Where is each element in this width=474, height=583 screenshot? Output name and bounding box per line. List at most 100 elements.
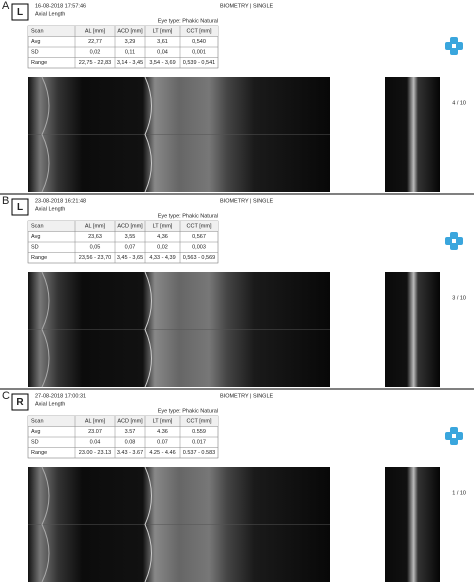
table-cell: 23.00 - 23.13 bbox=[79, 450, 111, 456]
table-cell: 23,56 - 23,70 bbox=[79, 255, 111, 261]
datetime: 27-08-2018 17:00:31 bbox=[35, 393, 86, 399]
logo bbox=[445, 232, 463, 250]
table-cell: 0,539 - 0,541 bbox=[183, 60, 215, 66]
table-cell: 0,02 bbox=[157, 245, 168, 251]
logo-part bbox=[445, 42, 453, 50]
table-cell: 22,75 - 22,83 bbox=[79, 60, 111, 66]
table-cell: 0,07 bbox=[125, 245, 136, 251]
logo-part bbox=[455, 432, 463, 440]
logo-part bbox=[455, 237, 463, 245]
column-header: ACD [mm] bbox=[117, 224, 143, 230]
table-cell: 3.43 - 3.67 bbox=[117, 450, 143, 456]
page-indicator: 4 / 10 bbox=[452, 100, 466, 106]
table-cell: 22,77 bbox=[88, 39, 102, 45]
table-cell: 4,36 bbox=[157, 234, 168, 240]
eye-box bbox=[11, 3, 29, 21]
table-cell: 4.25 - 4.46 bbox=[149, 450, 175, 456]
column-header: AL [mm] bbox=[85, 419, 106, 425]
column-header: ACD [mm] bbox=[117, 29, 143, 35]
column-header: LT [mm] bbox=[153, 29, 173, 35]
table-cell: 0,003 bbox=[192, 245, 206, 251]
table-cell: Avg bbox=[31, 39, 40, 45]
eye-label: L bbox=[17, 7, 23, 18]
column-header: CCT [mm] bbox=[187, 224, 212, 230]
logo-core bbox=[452, 44, 456, 48]
panel-label: B bbox=[2, 195, 9, 207]
table-cell: 4,33 - 4,39 bbox=[149, 255, 175, 261]
eye-label: L bbox=[17, 202, 23, 213]
eye-box bbox=[11, 198, 29, 216]
table-cell: 0.559 bbox=[192, 429, 206, 435]
header: BIOMETRY | SINGLE bbox=[220, 393, 274, 399]
table-cell: 0.017 bbox=[192, 440, 206, 446]
table-head-bg bbox=[28, 26, 218, 37]
panel-label: A bbox=[2, 0, 10, 12]
logo-part bbox=[455, 42, 463, 50]
table-cell: 0.07 bbox=[157, 440, 168, 446]
column-header: Scan bbox=[31, 224, 44, 230]
logo-part bbox=[445, 237, 453, 245]
page-indicator: 3 / 10 bbox=[452, 295, 466, 301]
table-cell: 0.08 bbox=[125, 440, 136, 446]
table-cell: 0,001 bbox=[192, 50, 206, 56]
panel: BL 23-08-2018 16:21:48 Axial Length BIOMETR… bbox=[0, 193, 474, 388]
eye-type: Eye type: Phakic Natural bbox=[158, 408, 218, 414]
table-cell: Avg bbox=[31, 429, 40, 435]
logo-core bbox=[452, 434, 456, 438]
table-cell: SD bbox=[31, 440, 39, 446]
table-cell: SD bbox=[31, 245, 39, 251]
eye-label: R bbox=[16, 397, 24, 408]
table-cell: 0,04 bbox=[157, 50, 168, 56]
scan-curve bbox=[144, 466, 152, 583]
table-cell: 0.04 bbox=[90, 440, 101, 446]
table-cell: 0,567 bbox=[192, 234, 206, 240]
table-cell: Range bbox=[31, 60, 47, 66]
logo-core bbox=[452, 239, 456, 243]
logo-part bbox=[445, 432, 453, 440]
column-header: Scan bbox=[31, 419, 44, 425]
table-cell: 3,61 bbox=[157, 39, 168, 45]
table-cell: Avg bbox=[31, 234, 40, 240]
column-header: AL [mm] bbox=[85, 224, 106, 230]
scan-side bbox=[385, 467, 440, 582]
column-header: AL [mm] bbox=[85, 29, 106, 35]
eye-type: Eye type: Phakic Natural bbox=[158, 213, 218, 219]
table-cell: 3,54 - 3,69 bbox=[149, 60, 175, 66]
table-cell: 23,63 bbox=[88, 234, 102, 240]
table-cell: Range bbox=[31, 450, 47, 456]
table-cell: 3,55 bbox=[125, 234, 136, 240]
table-head-bg bbox=[28, 416, 218, 427]
table-cell: 3.57 bbox=[125, 429, 136, 435]
panel: AL 16-08-2018 17:57:46 Axial Length BIOMETR… bbox=[2, 0, 466, 193]
logo bbox=[445, 427, 463, 445]
table-cell: 0.537 - 0.583 bbox=[183, 450, 215, 456]
scan-curve bbox=[144, 271, 152, 388]
table-cell: 4.36 bbox=[157, 429, 168, 435]
subtitle: Axial Length bbox=[35, 401, 65, 407]
column-header: LT [mm] bbox=[153, 224, 173, 230]
panel: CR 27-08-2018 17:00:31 Axial Length BIOMETR… bbox=[0, 388, 474, 583]
column-header: ACD [mm] bbox=[117, 419, 143, 425]
table-head-bg bbox=[28, 221, 218, 232]
column-header: Scan bbox=[31, 29, 44, 35]
table-cell: 3,29 bbox=[125, 39, 136, 45]
column-header: CCT [mm] bbox=[187, 419, 212, 425]
table-cell: 0,563 - 0,569 bbox=[183, 255, 215, 261]
column-header: CCT [mm] bbox=[187, 29, 212, 35]
scan-curve bbox=[41, 271, 50, 388]
table-cell: SD bbox=[31, 50, 39, 56]
table-cell: 3,14 - 3,45 bbox=[117, 60, 143, 66]
scan-side bbox=[385, 272, 440, 387]
header: BIOMETRY | SINGLE bbox=[220, 3, 274, 9]
scan-side bbox=[385, 77, 440, 192]
table-cell: 0,05 bbox=[90, 245, 101, 251]
scan-curve bbox=[41, 76, 50, 193]
table-cell: 0,540 bbox=[192, 39, 206, 45]
table-cell: 3,45 - 3,65 bbox=[117, 255, 143, 261]
table-cell: Range bbox=[31, 255, 47, 261]
column-header: LT [mm] bbox=[153, 419, 173, 425]
table-cell: 23.07 bbox=[88, 429, 102, 435]
panel-label: C bbox=[2, 390, 10, 402]
